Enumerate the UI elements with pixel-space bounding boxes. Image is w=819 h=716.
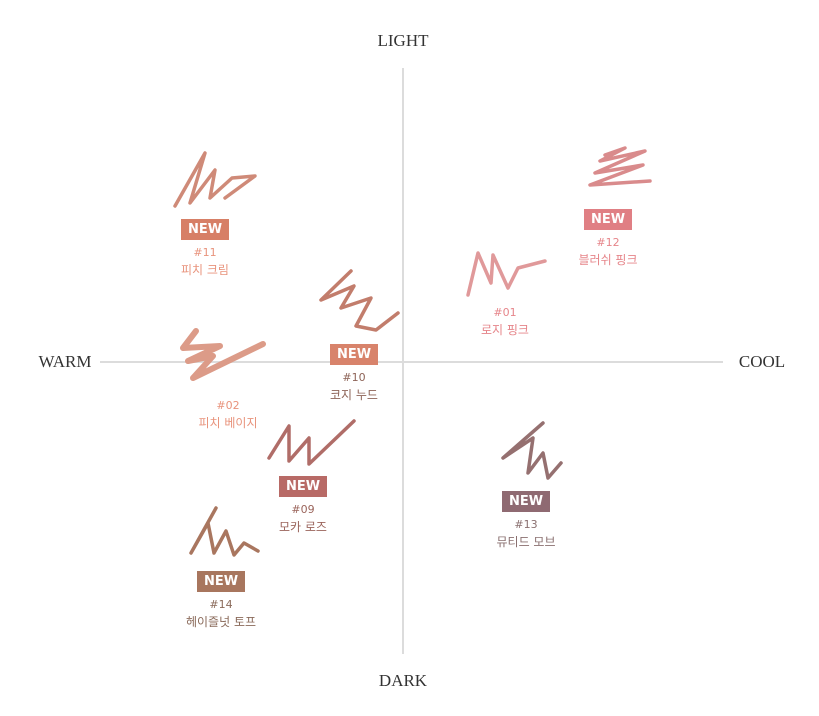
swatch-11	[173, 151, 257, 208]
shade-name: 피치 베이지	[198, 416, 258, 430]
axis-label-warm: WARM	[38, 352, 92, 371]
swatch-14	[189, 506, 260, 557]
new-badge: NEW	[329, 344, 379, 365]
shade-12: NEW #12 블러쉬 핑크	[538, 208, 678, 269]
shade-number: #12	[596, 236, 620, 249]
shade-name: 뮤티드 모브	[496, 535, 556, 549]
new-badge: NEW	[501, 491, 551, 512]
shade-13: NEW #13 뮤티드 모브	[456, 490, 596, 551]
new-badge: NEW	[180, 219, 230, 240]
shade-01: #01 로지 핑크	[435, 305, 575, 339]
shade-10: NEW #10 코지 누드	[284, 343, 424, 404]
shade-number: #10	[342, 371, 366, 384]
shade-name: 모카 로즈	[279, 520, 327, 534]
shade-name: 블러쉬 핑크	[578, 253, 638, 267]
shade-14: NEW #14 헤이즐넛 토프	[151, 570, 291, 631]
axis-label-light: LIGHT	[377, 31, 429, 50]
swatch-10	[319, 269, 400, 332]
axis-label-dark: DARK	[378, 671, 428, 690]
shade-number: #14	[209, 598, 233, 611]
shade-name: 로지 핑크	[481, 323, 529, 337]
swatch-13	[501, 421, 563, 480]
new-badge: NEW	[583, 209, 633, 230]
shade-02: #02 피치 베이지	[158, 398, 298, 432]
new-badge: NEW	[196, 571, 246, 592]
new-badge: NEW	[278, 476, 328, 497]
swatch-01	[466, 251, 547, 297]
shade-number: #11	[193, 246, 217, 259]
shade-name: 피치 크림	[181, 263, 229, 277]
horizontal-axis	[100, 361, 723, 363]
shade-number: #09	[291, 503, 315, 516]
swatch-12	[588, 146, 652, 187]
shade-number: #13	[514, 518, 538, 531]
swatch-02	[180, 328, 266, 381]
shade-number: #01	[493, 306, 517, 319]
swatch-09	[267, 419, 356, 466]
shade-name: 코지 누드	[330, 388, 378, 402]
shade-name: 헤이즐넛 토프	[185, 615, 257, 629]
shade-09: NEW #09 모카 로즈	[233, 475, 373, 536]
axis-label-cool: COOL	[738, 352, 786, 371]
shade-11: NEW #11 피치 크림	[135, 218, 275, 279]
shade-number: #02	[216, 399, 240, 412]
